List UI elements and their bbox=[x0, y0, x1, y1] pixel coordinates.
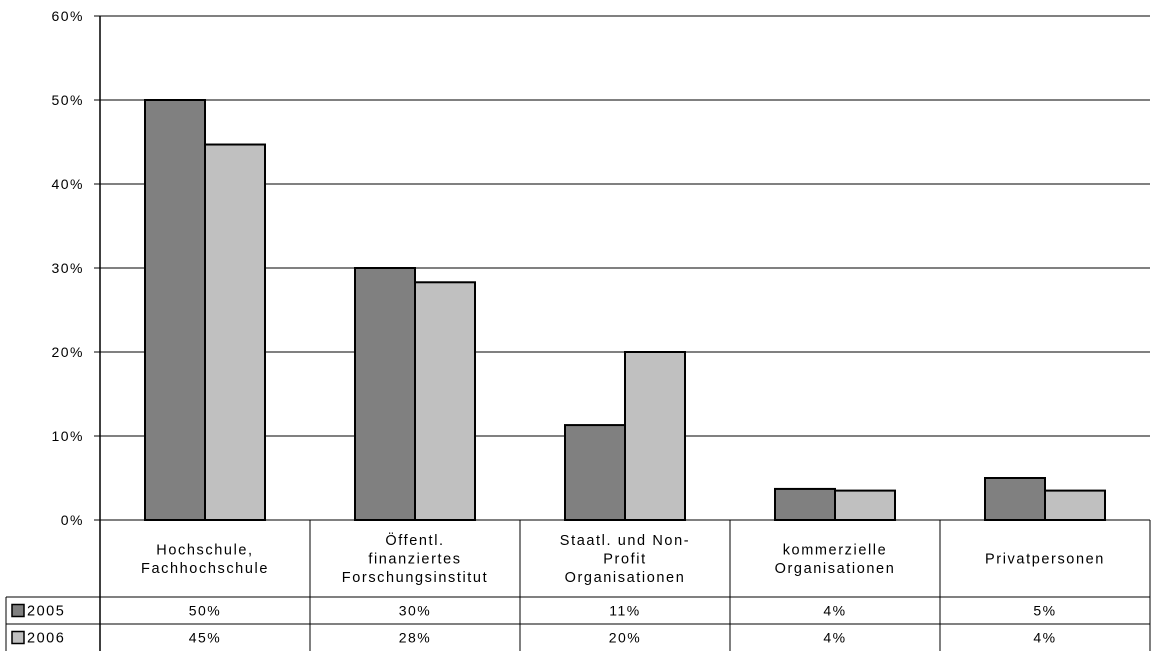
category-label: Privatpersonen bbox=[985, 552, 1105, 568]
y-tick-label: 50% bbox=[51, 92, 84, 108]
category-label: Öffentl. bbox=[385, 531, 444, 549]
bar-2006 bbox=[624, 351, 686, 521]
legend-swatch-2005 bbox=[11, 603, 25, 618]
y-tick-label: 20% bbox=[51, 344, 84, 360]
data-table-cell: 45% bbox=[189, 630, 222, 646]
data-table-cell: 4% bbox=[823, 630, 846, 646]
data-table-cell: 4% bbox=[1033, 630, 1056, 646]
y-tick-label: 40% bbox=[51, 176, 84, 192]
data-table-cell: 5% bbox=[1033, 603, 1056, 619]
bar-2006 bbox=[204, 143, 266, 522]
bar-2005 bbox=[774, 487, 836, 522]
category-label: kommerzielle bbox=[783, 542, 888, 558]
category-label: finanziertes bbox=[368, 552, 461, 568]
data-table-cell: 20% bbox=[609, 630, 642, 646]
legend-label: 2005 bbox=[27, 604, 65, 620]
category-label: Fachhochschule bbox=[141, 561, 269, 577]
data-table-cell: 50% bbox=[189, 603, 222, 619]
bar-2005 bbox=[144, 99, 206, 521]
bar-2006 bbox=[834, 489, 896, 522]
category-label: Staatl. und Non- bbox=[560, 533, 690, 549]
category-label: Forschungsinstitut bbox=[342, 570, 488, 586]
y-tick-label: 10% bbox=[51, 428, 84, 444]
bar-2005 bbox=[354, 267, 416, 521]
category-label: Profit bbox=[603, 552, 646, 568]
bar-2005 bbox=[564, 424, 626, 521]
y-tick-label: 60% bbox=[51, 8, 84, 24]
bar-2006 bbox=[414, 281, 476, 521]
data-table-cell: 30% bbox=[399, 603, 432, 619]
bar-2005 bbox=[984, 477, 1046, 521]
data-table-cell: 4% bbox=[823, 603, 846, 619]
bar-2006 bbox=[1044, 489, 1106, 522]
y-tick-label: 0% bbox=[61, 512, 84, 528]
data-table-cell: 28% bbox=[399, 630, 432, 646]
data-table-cell: 11% bbox=[609, 603, 640, 619]
category-label: Organisationen bbox=[775, 561, 896, 577]
legend-label: 2006 bbox=[27, 631, 65, 647]
category-label: Organisationen bbox=[565, 570, 686, 586]
y-tick-label: 30% bbox=[51, 260, 84, 276]
legend-swatch-2006 bbox=[11, 630, 25, 645]
category-label: Hochschule, bbox=[156, 542, 253, 558]
